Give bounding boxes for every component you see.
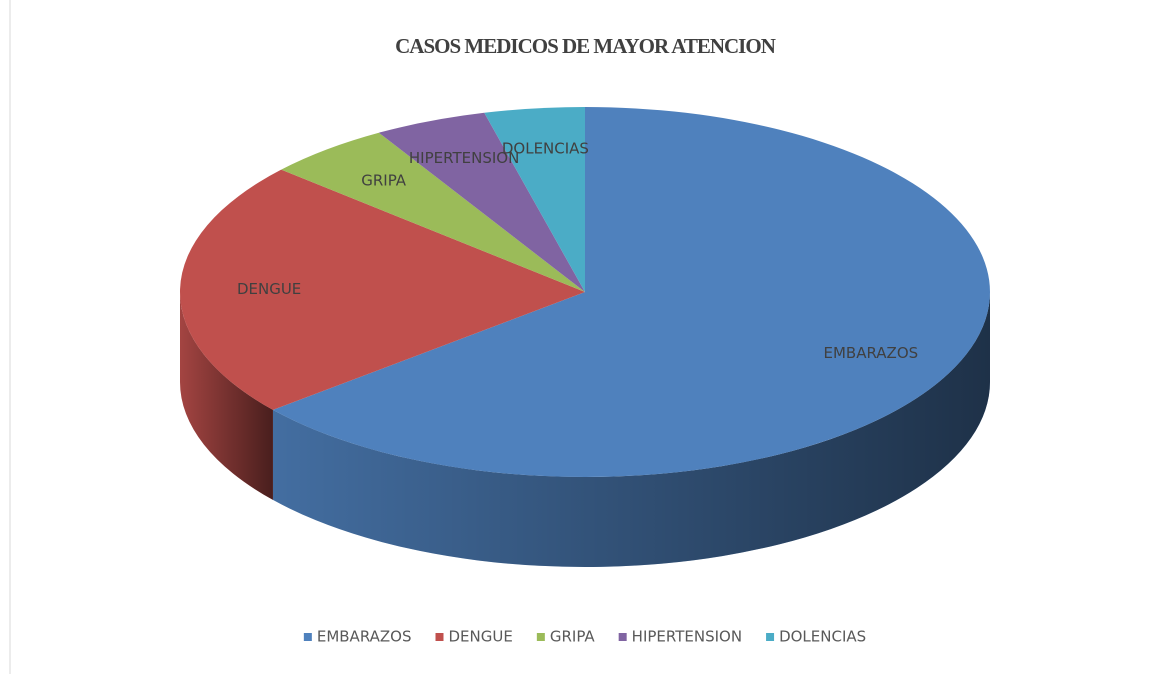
slice xyxy=(272,107,990,478)
legend-swatch xyxy=(435,633,444,641)
slice xyxy=(281,132,585,292)
legend-label: GRIPA xyxy=(550,628,596,646)
slice xyxy=(484,107,585,292)
legend-swatch xyxy=(536,633,545,641)
chart-title: CASOS MEDICOS DE MAYOR ATENCION xyxy=(395,34,776,58)
slice xyxy=(179,169,585,410)
slice-side-shade xyxy=(272,292,990,568)
legend-label: DOLENCIAS xyxy=(779,628,866,646)
legend-label: DENGUE xyxy=(449,628,513,646)
legend-swatch xyxy=(303,633,312,641)
legend-label: HIPERTENSION xyxy=(632,628,742,646)
data-label: GRIPA xyxy=(361,171,407,189)
slice-side-shade xyxy=(180,292,273,500)
legend-swatch xyxy=(618,633,627,641)
slice xyxy=(378,112,585,292)
legend-label: EMBARAZOS xyxy=(317,628,412,646)
legend-swatch xyxy=(766,633,775,641)
data-label: DOLENCIAS xyxy=(502,139,589,157)
data-label: DENGUE xyxy=(237,280,301,298)
data-label: EMBARAZOS xyxy=(824,344,919,362)
data-label: HIPERTENSION xyxy=(409,149,519,167)
